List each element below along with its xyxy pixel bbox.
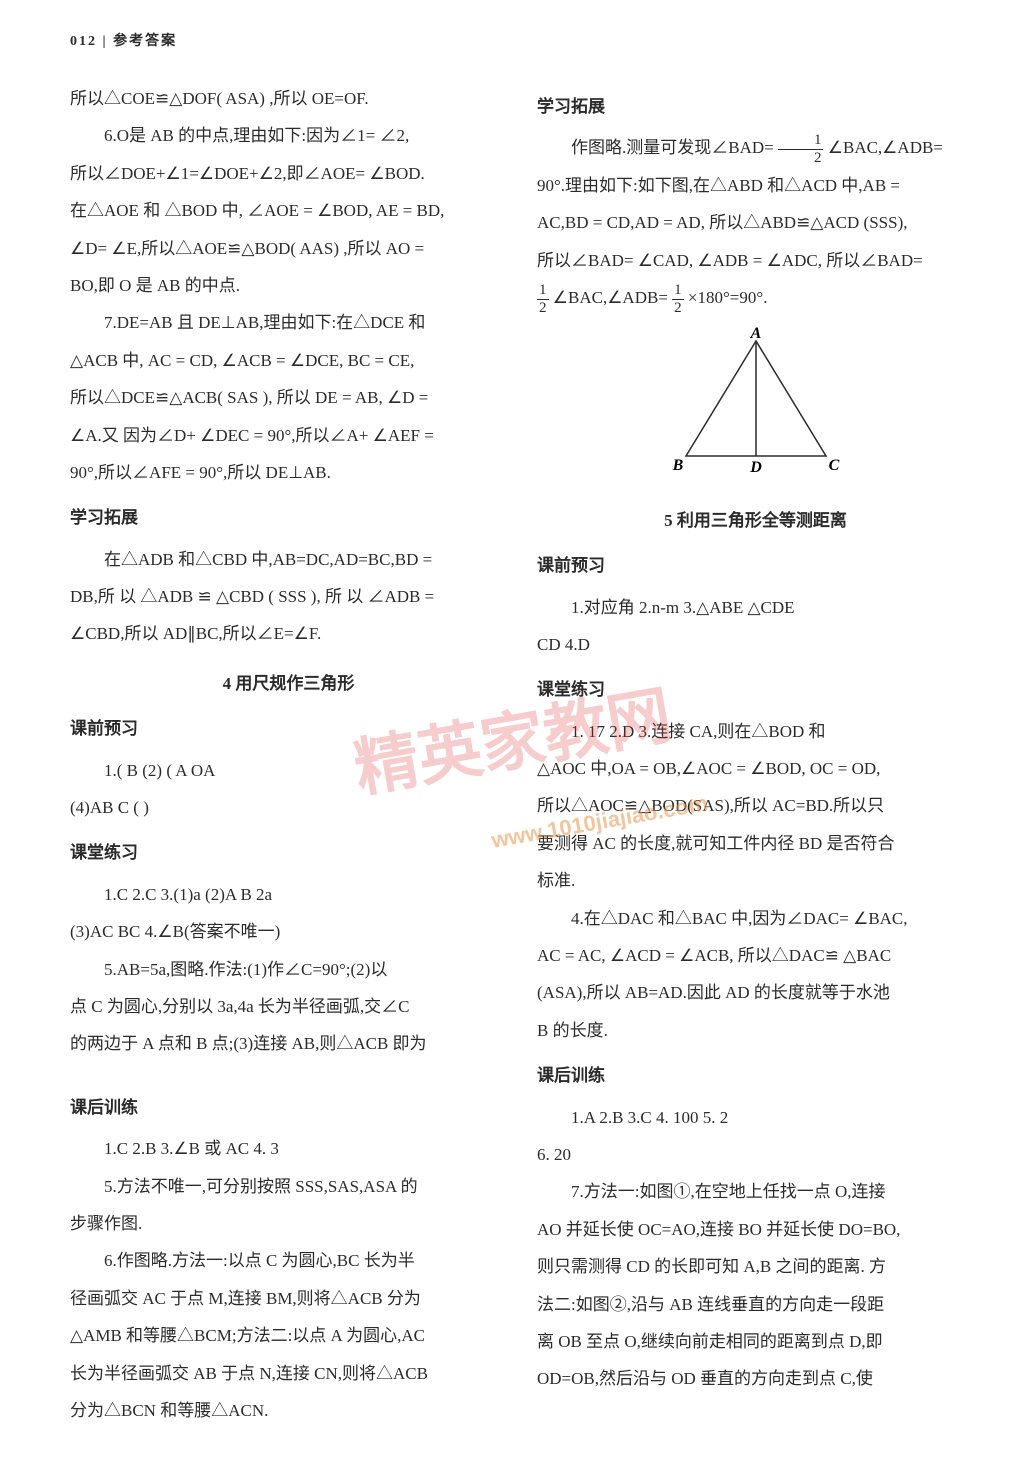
text-line: 1 2 ∠BAC,∠ADB= 1 2 ×180°=90°. <box>537 279 974 316</box>
text-line: 1.C 2.B 3.∠B 或 AC 4. 3 <box>70 1130 507 1167</box>
section-heading: 学习拓展 <box>70 499 507 536</box>
text-line: 1.A 2.B 3.C 4. 100 5. 2 <box>537 1099 974 1136</box>
text-line: 标准. <box>537 862 974 899</box>
section-heading: 课堂练习 <box>70 834 507 871</box>
text-line: 6.作图略.方法一:以点 C 为圆心,BC 长为半 <box>70 1242 507 1279</box>
text-line: 长为半径画弧交 AB 于点 N,连接 CN,则将△ACB <box>70 1355 507 1392</box>
lesson-title: 4 用尺规作三角形 <box>70 665 507 702</box>
text-line: (ASA),所以 AB=AD.因此 AD 的长度就等于水池 <box>537 974 974 1011</box>
text-line: 4.在△DAC 和△BAC 中,因为∠DAC= ∠BAC, <box>537 900 974 937</box>
text-line: 5.方法不唯一,可分别按照 SSS,SAS,ASA 的 <box>70 1168 507 1205</box>
text-line: 6.O是 AB 的中点,理由如下:因为∠1= ∠2, <box>70 117 507 154</box>
fraction: 1 2 <box>778 132 824 166</box>
text-line: OD=OB,然后沿与 OD 垂直的方向走到点 C,使 <box>537 1360 974 1397</box>
text-span: ×180°=90°. <box>688 288 768 307</box>
text-span: ∠BAC,∠ADB= <box>828 138 943 157</box>
text-line: 5.AB=5a,图略.作法:(1)作∠C=90°;(2)以 <box>70 951 507 988</box>
content-columns: 所以△COE≌△DOF( ASA) ,所以 OE=OF. 6.O是 AB 的中点… <box>70 80 974 1429</box>
text-line: 作图略.测量可发现∠BAD= 1 2 ∠BAC,∠ADB= <box>537 129 974 166</box>
text-line: (4)AB C ( ) <box>70 789 507 826</box>
text-line: 6. 20 <box>537 1136 974 1173</box>
left-column: 所以△COE≌△DOF( ASA) ,所以 OE=OF. 6.O是 AB 的中点… <box>70 80 507 1429</box>
text-line: 步骤作图. <box>70 1205 507 1242</box>
fraction: 1 2 <box>672 282 684 316</box>
text-line: △ACB 中, AC = CD, ∠ACB = ∠DCE, BC = CE, <box>70 342 507 379</box>
text-line: 7.DE=AB 且 DE⊥AB,理由如下:在△DCE 和 <box>70 304 507 341</box>
text-line: 所以△COE≌△DOF( ASA) ,所以 OE=OF. <box>70 80 507 117</box>
vertex-label: B <box>671 457 683 474</box>
section-heading: 课堂练习 <box>537 671 974 708</box>
text-line: B 的长度. <box>537 1012 974 1049</box>
text-line: 的两边于 A 点和 B 点;(3)连接 AB,则△ACB 即为 <box>70 1025 507 1062</box>
text-line: AC,BD = CD,AD = AD, 所以△ABD≌△ACD (SSS), <box>537 204 974 241</box>
text-span: 作图略.测量可发现∠BAD= <box>571 138 774 157</box>
section-heading: 课后训练 <box>70 1089 507 1126</box>
right-column: 学习拓展 作图略.测量可发现∠BAD= 1 2 ∠BAC,∠ADB= 90°.理… <box>537 80 974 1429</box>
text-line: △AMB 和等腰△BCM;方法二:以点 A 为圆心,AC <box>70 1317 507 1354</box>
triangle-svg: A B C D <box>656 326 856 476</box>
section-heading: 课后训练 <box>537 1057 974 1094</box>
fraction-den: 2 <box>778 150 824 167</box>
fraction-den: 2 <box>672 300 684 317</box>
text-line: 法二:如图②,沿与 AB 连线垂直的方向走一段距 <box>537 1286 974 1323</box>
text-line: CD 4.D <box>537 626 974 663</box>
text-line: 径画弧交 AC 于点 M,连接 BM,则将△ACB 分为 <box>70 1280 507 1317</box>
text-line: 点 C 为圆心,分别以 3a,4a 长为半径画弧,交∠C <box>70 988 507 1025</box>
text-line: 离 OB 至点 O,继续向前走相同的距离到点 D,即 <box>537 1323 974 1360</box>
text-line: 90°.理由如下:如下图,在△ABD 和△ACD 中,AB = <box>537 167 974 204</box>
text-line: AC = AC, ∠ACD = ∠ACB, 所以△DAC≌ △BAC <box>537 937 974 974</box>
lesson-title: 5 利用三角形全等测距离 <box>537 502 974 539</box>
text-line: 所以△DCE≌△ACB( SAS ), 所以 DE = AB, ∠D = <box>70 379 507 416</box>
text-line: 1. 17 2.D 3.连接 CA,则在△BOD 和 <box>537 713 974 750</box>
page: 012 | 参考答案 所以△COE≌△DOF( ASA) ,所以 OE=OF. … <box>0 0 1024 1459</box>
text-line: ∠CBD,所以 AD∥BC,所以∠E=∠F. <box>70 615 507 652</box>
text-line: △AOC 中,OA = OB,∠AOC = ∠BOD, OC = OD, <box>537 750 974 787</box>
text-line: 1.( B (2) ( A OA <box>70 752 507 789</box>
fraction-num: 1 <box>672 282 684 300</box>
text-line: 所以∠DOE+∠1=∠DOE+∠2,即∠AOE= ∠BOD. <box>70 155 507 192</box>
text-line: 要测得 AC 的长度,就可知工件内径 BD 是否符合 <box>537 825 974 862</box>
section-heading: 课前预习 <box>70 710 507 747</box>
text-line: DB,所 以 △ADB ≌ △CBD ( SSS ), 所 以 ∠ADB = <box>70 578 507 615</box>
section-heading: 课前预习 <box>537 547 974 584</box>
fraction-num: 1 <box>778 132 824 150</box>
text-line: AO 并延长使 OC=AO,连接 BO 并延长使 DO=BO, <box>537 1211 974 1248</box>
text-line: BO,即 O 是 AB 的中点. <box>70 267 507 304</box>
section-heading: 学习拓展 <box>537 88 974 125</box>
vertex-label: D <box>749 459 762 476</box>
text-line: 则只需测得 CD 的长即可知 A,B 之间的距离. 方 <box>537 1248 974 1285</box>
text-line: 所以∠BAD= ∠CAD, ∠ADB = ∠ADC, 所以∠BAD= <box>537 242 974 279</box>
fraction-den: 2 <box>537 300 549 317</box>
text-line: 1.C 2.C 3.(1)a (2)A B 2a <box>70 876 507 913</box>
fraction: 1 2 <box>537 282 549 316</box>
text-line: 90°,所以∠AFE = 90°,所以 DE⊥AB. <box>70 454 507 491</box>
text-line: ∠D= ∠E,所以△AOE≌△BOD( AAS) ,所以 AO = <box>70 230 507 267</box>
text-line: 分为△BCN 和等腰△ACN. <box>70 1392 507 1429</box>
text-line: 1.对应角 2.n-m 3.△ABE △CDE <box>537 589 974 626</box>
triangle-figure: A B C D <box>537 326 974 489</box>
text-line: (3)AC BC 4.∠B(答案不唯一) <box>70 913 507 950</box>
text-line: 在△AOE 和 △BOD 中, ∠AOE = ∠BOD, AE = BD, <box>70 192 507 229</box>
text-line: 所以△AOC≌△BOD(SAS),所以 AC=BD.所以只 <box>537 787 974 824</box>
text-line: 7.方法一:如图①,在空地上任找一点 O,连接 <box>537 1173 974 1210</box>
vertex-label: C <box>828 457 839 474</box>
page-header: 012 | 参考答案 <box>70 30 974 50</box>
text-span: ∠BAC,∠ADB= <box>553 288 668 307</box>
fraction-num: 1 <box>537 282 549 300</box>
vertex-label: A <box>749 326 761 342</box>
text-line: 在△ADB 和△CBD 中,AB=DC,AD=BC,BD = <box>70 541 507 578</box>
text-line: ∠A.又 因为∠D+ ∠DEC = 90°,所以∠A+ ∠AEF = <box>70 417 507 454</box>
